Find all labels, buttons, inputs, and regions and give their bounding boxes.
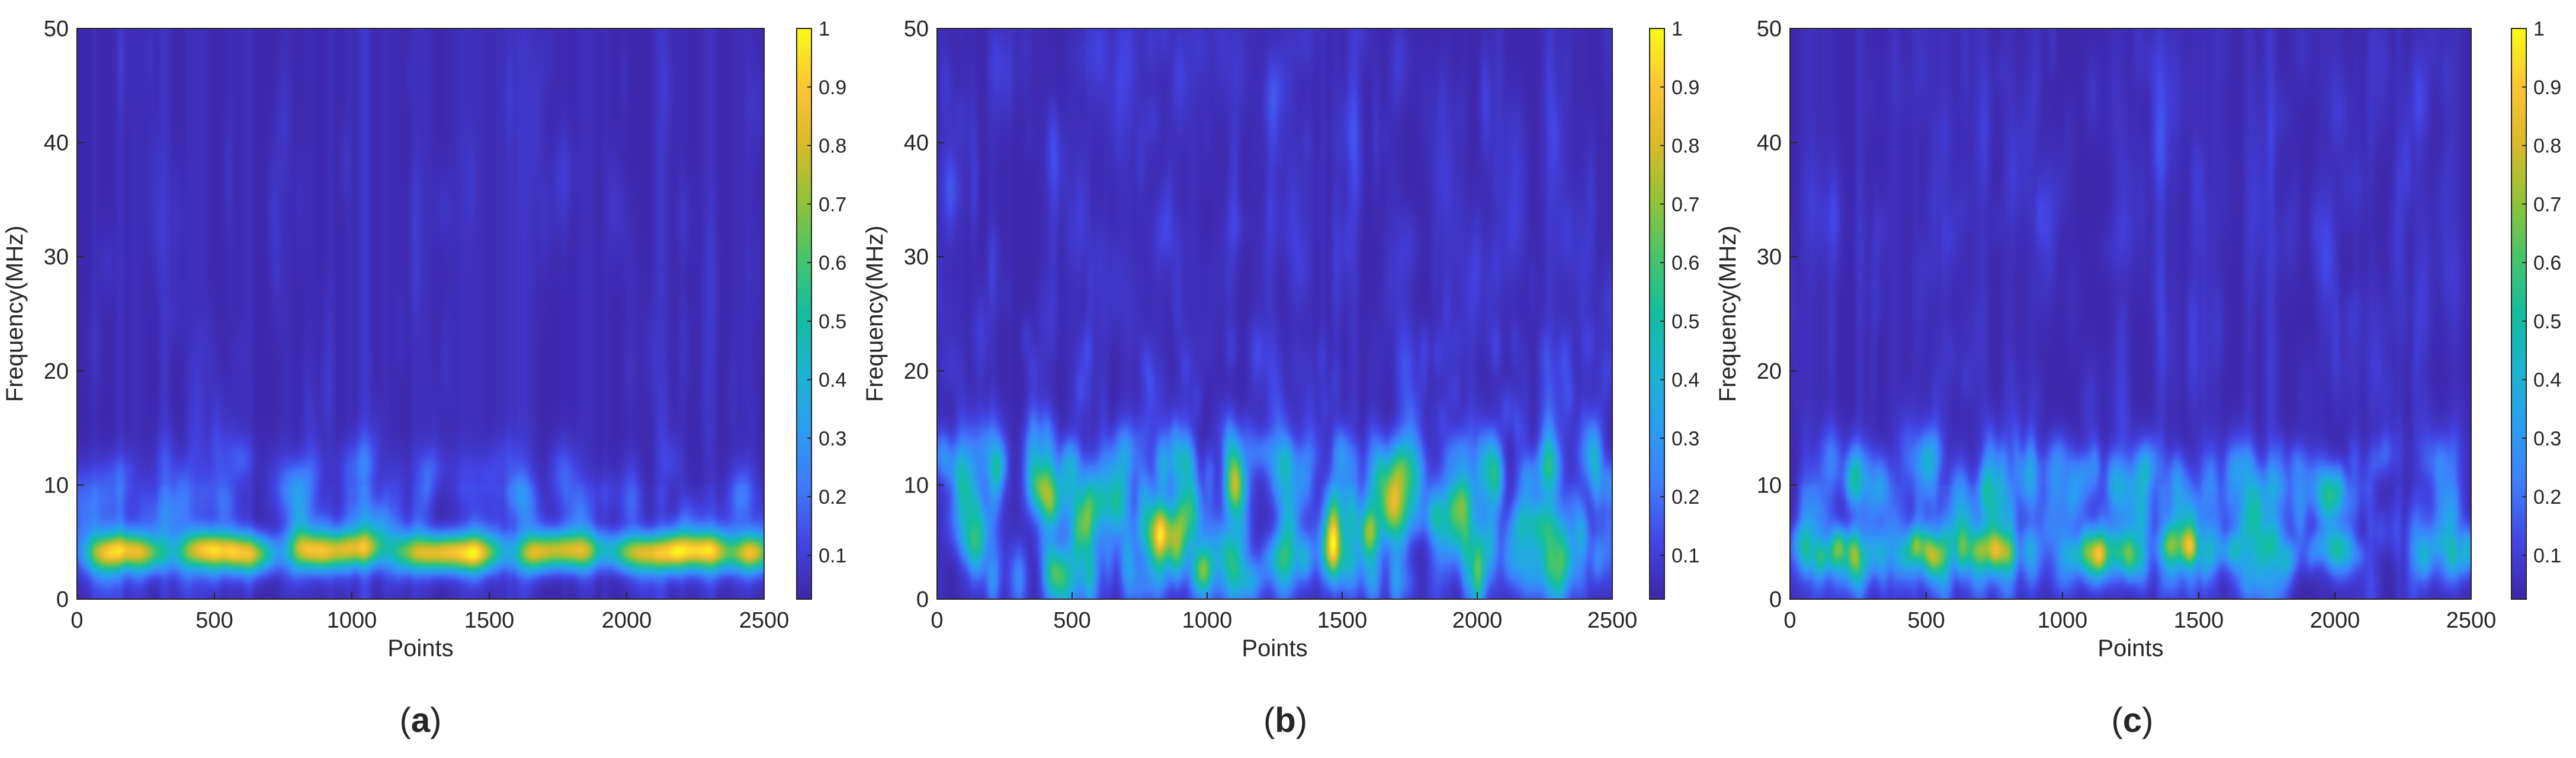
y-tick-label: 10 bbox=[1757, 473, 1782, 498]
axes-frame bbox=[76, 28, 765, 600]
x-tick-label: 1000 bbox=[327, 608, 377, 633]
x-tick-label: 1500 bbox=[2174, 608, 2224, 633]
x-tick-label: 0 bbox=[931, 608, 943, 633]
y-axis-label: Frequency(MHz) bbox=[2, 226, 28, 402]
axes-frame bbox=[936, 28, 1613, 600]
y-tick-label: 50 bbox=[904, 17, 929, 41]
x-tick-label: 1500 bbox=[464, 608, 515, 633]
x-tick-label: 1000 bbox=[2038, 608, 2088, 633]
colorbar-tick-label: 0.2 bbox=[2533, 486, 2561, 508]
y-tick-label: 10 bbox=[44, 473, 69, 498]
x-axis-label: Points bbox=[2097, 635, 2163, 661]
y-tick-label: 0 bbox=[56, 587, 69, 612]
colorbar-tick-label: 0.5 bbox=[2533, 311, 2561, 333]
x-tick-label: 2500 bbox=[1587, 608, 1638, 633]
x-tick-label: 2000 bbox=[1452, 608, 1503, 633]
y-tick-label: 40 bbox=[904, 131, 929, 156]
x-tick-label: 1000 bbox=[1182, 608, 1233, 633]
y-tick-label: 10 bbox=[904, 473, 929, 498]
colorbar-tick-label: 0.2 bbox=[1672, 486, 1699, 508]
colorbar-tick-label: 0.8 bbox=[2533, 135, 2561, 158]
colorbar-tick-label: 0.9 bbox=[1672, 76, 1699, 99]
colorbar-tick-label: 0.1 bbox=[819, 545, 846, 567]
colorbar-tick-label: 0.8 bbox=[1672, 135, 1699, 158]
colorbar-tick-label: 0.9 bbox=[2533, 76, 2561, 99]
panel-b: 0 500 1000 1500 2000 2500 0 10 20 30 40 50 Points Fre… bbox=[862, 17, 1699, 740]
colorbar-tick-label: 0.5 bbox=[819, 311, 846, 333]
x-tick-label: 2500 bbox=[739, 608, 790, 633]
x-axis-label: Points bbox=[1242, 635, 1307, 661]
colorbar-tick-label: 0.5 bbox=[1672, 311, 1699, 333]
panel-caption-letter: b bbox=[1275, 701, 1295, 740]
panel-caption: (a) bbox=[400, 701, 442, 740]
panel-c: 0 500 1000 1500 2000 2500 0 10 20 30 40 50 Points Fre… bbox=[1715, 17, 2561, 740]
y-tick-label: 20 bbox=[1757, 359, 1782, 384]
colorbar-tick-label: 0.4 bbox=[819, 369, 846, 392]
colorbar-tick-label: 0.3 bbox=[1672, 427, 1699, 450]
x-tick-label: 500 bbox=[1907, 608, 1945, 633]
x-tick-label: 2000 bbox=[2310, 608, 2360, 633]
y-tick-label: 20 bbox=[904, 359, 929, 384]
panel-caption-letter: c bbox=[2123, 701, 2142, 740]
y-tick-label: 30 bbox=[1757, 245, 1782, 270]
panel-caption: (b) bbox=[1263, 701, 1307, 740]
colorbar-tick-label: 0.4 bbox=[1672, 369, 1699, 392]
panel-caption-letter: a bbox=[411, 701, 431, 740]
y-tick-label: 40 bbox=[44, 131, 69, 156]
panel-a: 0 500 1000 1500 2000 2500 0 10 20 30 40 50 Points Fre… bbox=[2, 17, 846, 740]
colorbar-tick-label: 1 bbox=[2533, 18, 2545, 40]
colorbar-tick-label: 0.6 bbox=[1672, 252, 1699, 274]
y-tick-label: 50 bbox=[44, 17, 69, 41]
colorbar-tick-label: 0.1 bbox=[1672, 545, 1699, 567]
colorbar bbox=[1649, 28, 1665, 600]
colorbar-tick-label: 0.7 bbox=[1672, 193, 1699, 216]
colorbar-tick-label: 0.2 bbox=[819, 486, 846, 508]
x-tick-label: 500 bbox=[1053, 608, 1090, 633]
y-tick-label: 50 bbox=[1757, 17, 1782, 41]
y-tick-label: 30 bbox=[44, 245, 69, 270]
colorbar bbox=[2511, 28, 2527, 600]
heatmap-image-c bbox=[1790, 28, 2471, 599]
colorbar-tick-label: 0.9 bbox=[819, 76, 846, 99]
x-tick-label: 2500 bbox=[2446, 608, 2497, 633]
y-tick-label: 30 bbox=[904, 245, 929, 270]
x-tick-label: 1500 bbox=[1317, 608, 1368, 633]
axes-frame bbox=[1789, 28, 2472, 600]
y-tick-label: 0 bbox=[1769, 587, 1782, 612]
colorbar-tick-label: 0.7 bbox=[2533, 193, 2561, 216]
colorbar-tick-label: 0.7 bbox=[819, 193, 846, 216]
panel-caption: (c) bbox=[2112, 701, 2154, 740]
colorbar-tick-label: 0.6 bbox=[2533, 252, 2561, 274]
y-tick-label: 40 bbox=[1757, 131, 1782, 156]
y-axis-label: Frequency(MHz) bbox=[1715, 226, 1741, 402]
colorbar-tick-label: 0.4 bbox=[2533, 369, 2561, 392]
colorbar-tick-label: 0.1 bbox=[2533, 545, 2561, 567]
x-tick-label: 0 bbox=[70, 608, 83, 633]
y-tick-label: 20 bbox=[44, 359, 69, 384]
y-axis-label: Frequency(MHz) bbox=[862, 226, 888, 402]
heatmap-image-b bbox=[937, 28, 1612, 599]
heatmap-image-a bbox=[77, 28, 764, 599]
colorbar-tick-label: 1 bbox=[1672, 18, 1683, 40]
colorbar bbox=[796, 28, 812, 600]
colorbar-tick-label: 1 bbox=[819, 18, 830, 40]
colorbar-tick-label: 0.3 bbox=[2533, 427, 2561, 450]
colorbar-tick-label: 0.3 bbox=[819, 427, 846, 450]
x-tick-label: 2000 bbox=[602, 608, 652, 633]
colorbar-tick-label: 0.8 bbox=[819, 135, 846, 158]
x-tick-label: 500 bbox=[195, 608, 233, 633]
x-axis-label: Points bbox=[387, 635, 453, 661]
y-tick-label: 0 bbox=[916, 587, 929, 612]
x-tick-label: 0 bbox=[1783, 608, 1796, 633]
colorbar-tick-label: 0.6 bbox=[819, 252, 846, 274]
